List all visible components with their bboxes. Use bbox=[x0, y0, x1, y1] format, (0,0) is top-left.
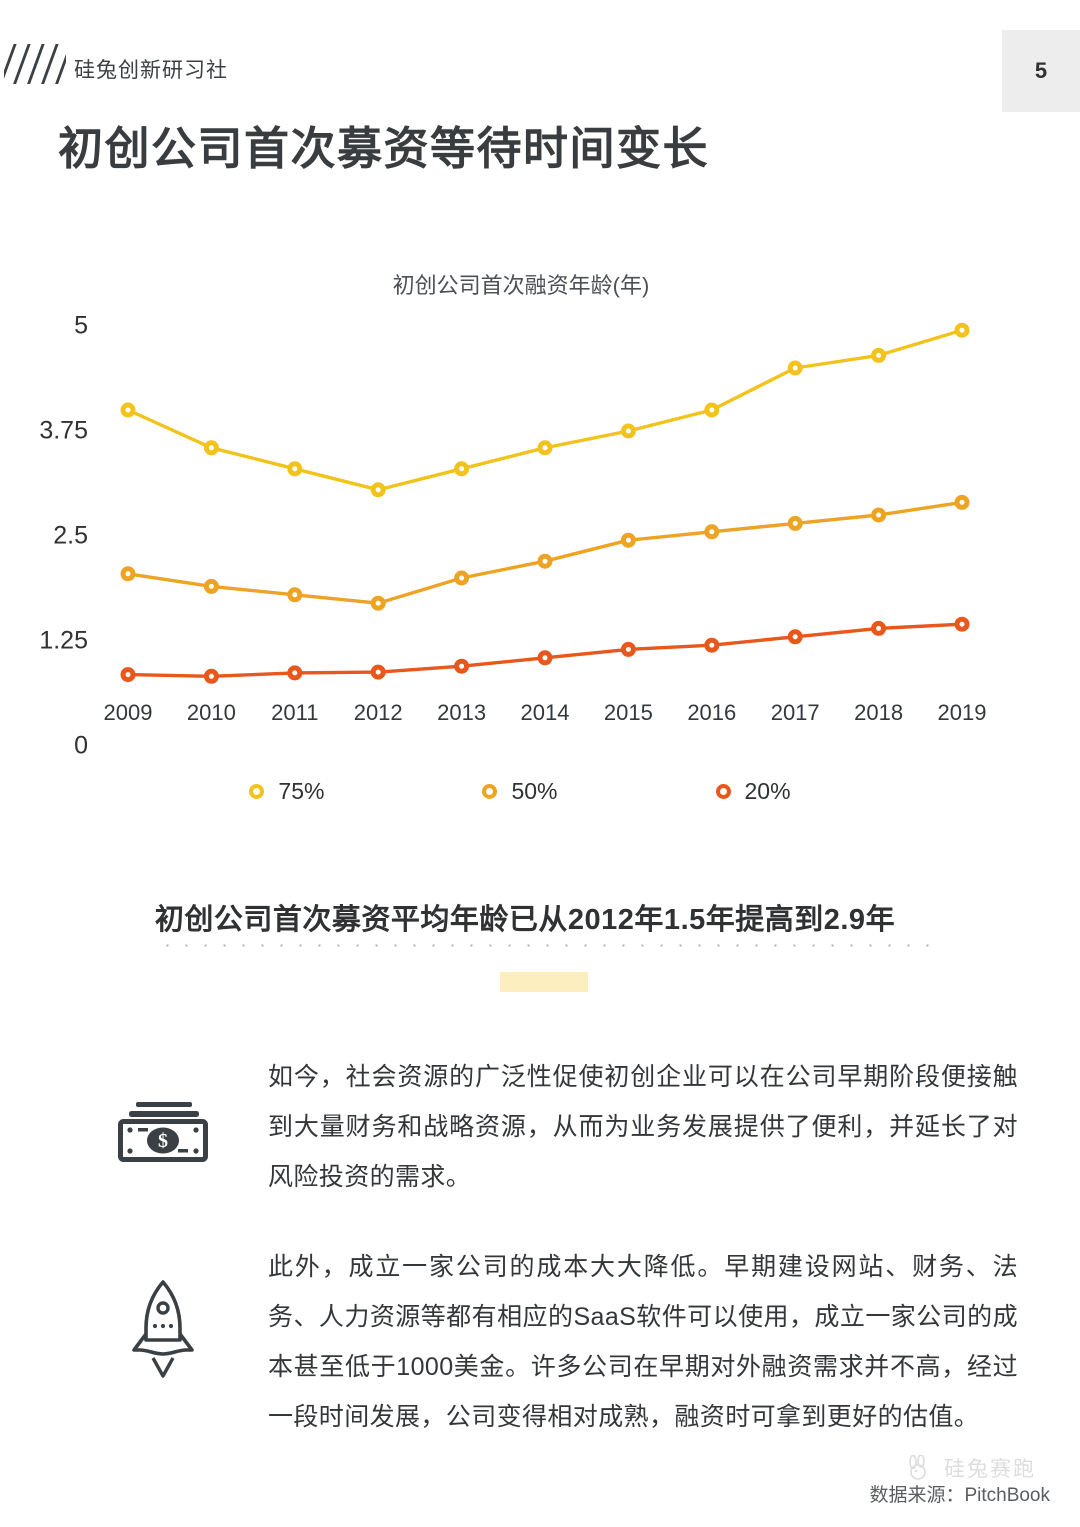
legend-label: 20% bbox=[744, 778, 791, 804]
diagonal-stripes-icon bbox=[4, 44, 66, 84]
rocket-glyph bbox=[132, 1280, 194, 1378]
data-point-marker bbox=[287, 461, 303, 477]
watermark: 硅兔赛跑 bbox=[904, 1453, 1036, 1483]
watermark-text: 硅兔赛跑 bbox=[944, 1458, 1036, 1481]
series-marker-icon bbox=[249, 784, 265, 799]
data-point-marker bbox=[537, 553, 553, 569]
data-point-marker bbox=[454, 658, 470, 674]
data-point-marker bbox=[454, 570, 470, 586]
data-point-marker bbox=[120, 667, 136, 683]
data-point-marker bbox=[287, 665, 303, 681]
data-point-marker bbox=[704, 402, 720, 418]
data-point-marker bbox=[787, 360, 803, 376]
y-tick-label: 0 bbox=[74, 731, 88, 760]
x-tick-label: 2012 bbox=[353, 700, 403, 725]
data-point-marker bbox=[370, 482, 386, 498]
x-tick-label: 2014 bbox=[520, 700, 570, 725]
data-point-marker bbox=[120, 402, 136, 418]
data-point-marker bbox=[704, 524, 720, 540]
data-point-marker bbox=[787, 515, 803, 531]
page-title: 初创公司首次募资等待时间变长 bbox=[58, 123, 710, 174]
rabbit-logo-icon bbox=[909, 1455, 926, 1480]
chart-container: 初创公司首次融资年龄(年) 0 1.25 2.5 3.75 5 2009 2010 2011… bbox=[0, 268, 1080, 828]
data-point-marker bbox=[370, 595, 386, 611]
takeaway-text: 初创公司首次募资平均年龄已从2012年1.5年提高到2.9年 bbox=[154, 904, 896, 936]
data-point-marker bbox=[203, 668, 219, 684]
data-point-marker bbox=[954, 494, 970, 510]
body-row-money: $ 如今，社会资源的广泛性促使初创企业可以在公司早期阶段便接触到大量财务和战略资… bbox=[58, 1052, 1018, 1202]
data-point-marker bbox=[787, 629, 803, 645]
data-point-marker bbox=[620, 423, 636, 439]
data-point-marker bbox=[954, 322, 970, 338]
y-tick-label: 2.5 bbox=[53, 521, 88, 550]
data-point-marker bbox=[203, 440, 219, 456]
y-tick-label: 1.25 bbox=[39, 626, 88, 655]
legend-label: 75% bbox=[278, 778, 325, 804]
data-point-marker bbox=[537, 650, 553, 666]
data-point-marker bbox=[871, 507, 887, 523]
data-point-marker bbox=[871, 620, 887, 636]
series-line bbox=[127, 622, 963, 678]
takeaway-container: 初创公司首次募资平均年龄已从2012年1.5年提高到2.9年 bbox=[0, 896, 1080, 938]
brand-name: 硅兔创新研习社 bbox=[74, 59, 228, 82]
page-number-badge: 5 bbox=[1002, 30, 1080, 112]
x-tick-label: 2017 bbox=[770, 700, 820, 725]
chart-legend: 75% 50% 20% bbox=[0, 778, 1080, 805]
series-line bbox=[127, 328, 963, 492]
data-point-marker bbox=[871, 347, 887, 363]
svg-text:$: $ bbox=[158, 1130, 168, 1152]
x-tick-label: 2016 bbox=[687, 700, 737, 725]
data-source-note: 数据来源：PitchBook bbox=[869, 1485, 1050, 1506]
chart-title: 初创公司首次融资年龄(年) bbox=[392, 273, 650, 298]
highlight-marker bbox=[500, 972, 588, 992]
data-point-marker bbox=[620, 532, 636, 548]
money-banknotes-icon: $ bbox=[58, 1052, 268, 1164]
x-tick-label: 2015 bbox=[603, 700, 653, 725]
y-tick-label: 5 bbox=[74, 311, 88, 340]
x-tick-label: 2013 bbox=[437, 700, 487, 725]
paragraph-rocket: 此外，成立一家公司的成本大大降低。早期建设网站、财务、法务、人力资源等都有相应的… bbox=[268, 1253, 1018, 1431]
series-marker-icon bbox=[482, 784, 498, 799]
x-tick-label: 2011 bbox=[271, 700, 319, 725]
series-line bbox=[127, 500, 963, 605]
money-banknotes-glyph: $ bbox=[118, 1102, 208, 1162]
x-axis-labels: 2009 2010 2011 2012 2013 2014 2015 2016 2017 2018… bbox=[104, 700, 987, 740]
dotted-divider bbox=[158, 944, 940, 947]
x-tick-label: 2009 bbox=[103, 700, 153, 725]
data-point-marker bbox=[954, 616, 970, 632]
data-point-marker bbox=[704, 637, 720, 653]
body-row-rocket: 此外，成立一家公司的成本大大降低。早期建设网站、财务、法务、人力资源等都有相应的… bbox=[58, 1242, 1018, 1442]
data-point-marker bbox=[454, 461, 470, 477]
x-tick-label: 2010 bbox=[186, 700, 236, 725]
y-axis-labels: 0 1.25 2.5 3.75 5 bbox=[0, 312, 110, 760]
y-tick-label: 3.75 bbox=[39, 416, 88, 445]
series-marker-icon bbox=[715, 784, 731, 799]
data-point-marker bbox=[370, 664, 386, 680]
legend-item[interactable]: 50% bbox=[482, 778, 558, 805]
page-header: 硅兔创新研习社 5 bbox=[0, 0, 1080, 112]
legend-label: 50% bbox=[511, 778, 558, 804]
data-point-marker bbox=[287, 587, 303, 603]
x-tick-label: 2019 bbox=[937, 700, 987, 725]
paragraph-money: 如今，社会资源的广泛性促使初创企业可以在公司早期阶段便接触到大量财务和战略资源，… bbox=[268, 1063, 1018, 1191]
data-point-marker bbox=[537, 440, 553, 456]
rocket-icon bbox=[58, 1242, 268, 1380]
x-tick-label: 2018 bbox=[854, 700, 904, 725]
data-point-marker bbox=[620, 641, 636, 657]
legend-item[interactable]: 20% bbox=[715, 778, 791, 805]
data-point-marker bbox=[203, 578, 219, 594]
chart-svg bbox=[120, 322, 970, 684]
line-chart-plot bbox=[110, 316, 980, 746]
legend-item[interactable]: 75% bbox=[249, 778, 324, 805]
data-point-marker bbox=[120, 566, 136, 582]
